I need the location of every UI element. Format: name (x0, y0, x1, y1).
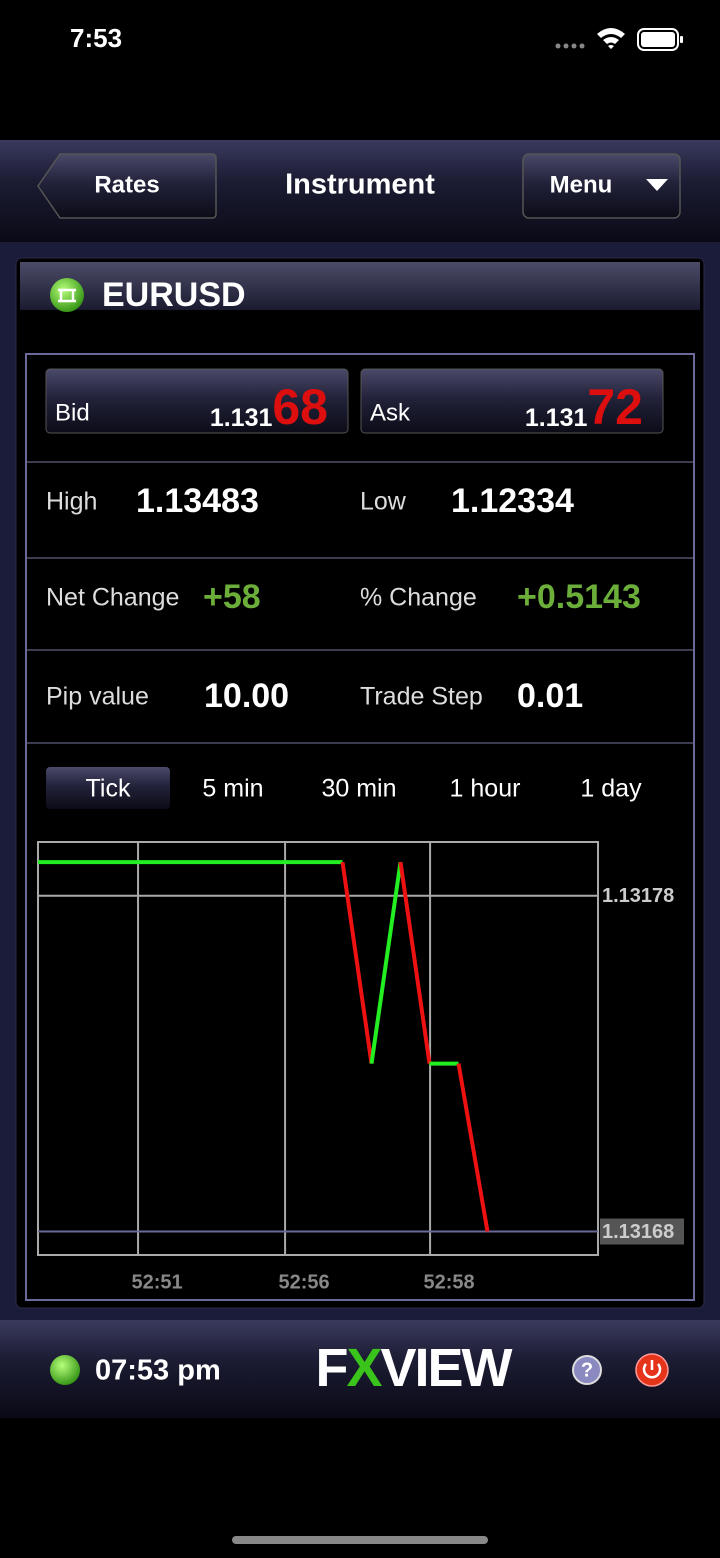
y-tick-label: 1.13178 (602, 885, 674, 907)
ask-price[interactable]: 1.13172 (525, 379, 643, 435)
tick-chart: 52:51 52:56 52:58 1.13168 1.13178 (37, 841, 684, 1293)
logo-part: F (315, 1338, 347, 1398)
stat-label: Pip value (46, 683, 149, 711)
ask-label[interactable]: Ask (370, 399, 411, 426)
logo-part: X (346, 1338, 382, 1398)
tab[interactable]: 1 hour (450, 775, 521, 803)
home-indicator[interactable] (232, 1536, 488, 1544)
price-segment (456, 1063, 490, 1232)
tab[interactable]: Tick (86, 775, 131, 803)
instrument-header (20, 262, 700, 310)
bid-prefix[interactable]: 1.131 (210, 404, 273, 432)
tab-selected-bg[interactable] (46, 767, 170, 809)
menu-arrow[interactable] (646, 179, 668, 191)
stat-value: 1.12334 (451, 482, 574, 520)
instrument-icon-glyph (58, 288, 76, 303)
menu-button[interactable] (522, 153, 681, 219)
help-button[interactable] (572, 1355, 602, 1385)
instrument-name: EURUSD (102, 276, 246, 314)
stat-label: Net Change (46, 584, 179, 612)
price-segment (398, 861, 432, 1064)
stat-value: +0.5143 (517, 578, 641, 616)
stat-label: % Change (360, 584, 477, 612)
ask-button[interactable] (360, 368, 664, 434)
back-button[interactable] (37, 153, 217, 219)
nav-title: Instrument (285, 169, 435, 201)
row-separators (27, 461, 693, 744)
help-icon[interactable]: ? (581, 1359, 593, 1381)
stat-value: +58 (203, 578, 261, 616)
logo-part: VIEW (381, 1338, 513, 1398)
tab[interactable]: 30 min (321, 775, 396, 803)
logo: FXVIEW (315, 1338, 512, 1398)
x-tick-label: 52:51 (131, 1271, 182, 1293)
price-segment (340, 861, 374, 1064)
bid-price[interactable]: 1.13168 (210, 379, 328, 435)
instrument-icon (50, 278, 84, 312)
footer-time: 07:53 pm (95, 1355, 221, 1387)
x-tick-label: 52:58 (424, 1271, 475, 1293)
bid-button[interactable] (45, 368, 349, 434)
connection-indicator (50, 1355, 80, 1385)
ask-prefix[interactable]: 1.131 (525, 404, 588, 432)
stat-label: High (46, 488, 97, 516)
status-icons (555, 28, 683, 51)
x-tick-label: 52:56 (279, 1271, 330, 1293)
stat-label: Low (360, 488, 407, 516)
back-label[interactable]: Rates (94, 171, 159, 198)
price-segment (369, 861, 403, 1064)
stat-label: Trade Step (360, 683, 483, 711)
menu-label[interactable]: Menu (550, 171, 613, 198)
tab[interactable]: 5 min (202, 775, 263, 803)
bid-label[interactable]: Bid (55, 399, 90, 426)
y-tick-label: 1.13168 (602, 1221, 674, 1243)
status-time: 7:53 (70, 23, 122, 53)
stat-value: 0.01 (517, 677, 583, 715)
plot-frame (37, 841, 599, 1256)
stat-value: 1.13483 (136, 482, 259, 520)
bid-pips[interactable]: 68 (272, 379, 328, 435)
current-price-box (600, 1218, 684, 1245)
ask-pips[interactable]: 72 (587, 379, 643, 435)
tab[interactable]: 1 day (580, 775, 642, 803)
stat-value: 10.00 (204, 677, 289, 715)
power-icon[interactable] (642, 1360, 662, 1379)
